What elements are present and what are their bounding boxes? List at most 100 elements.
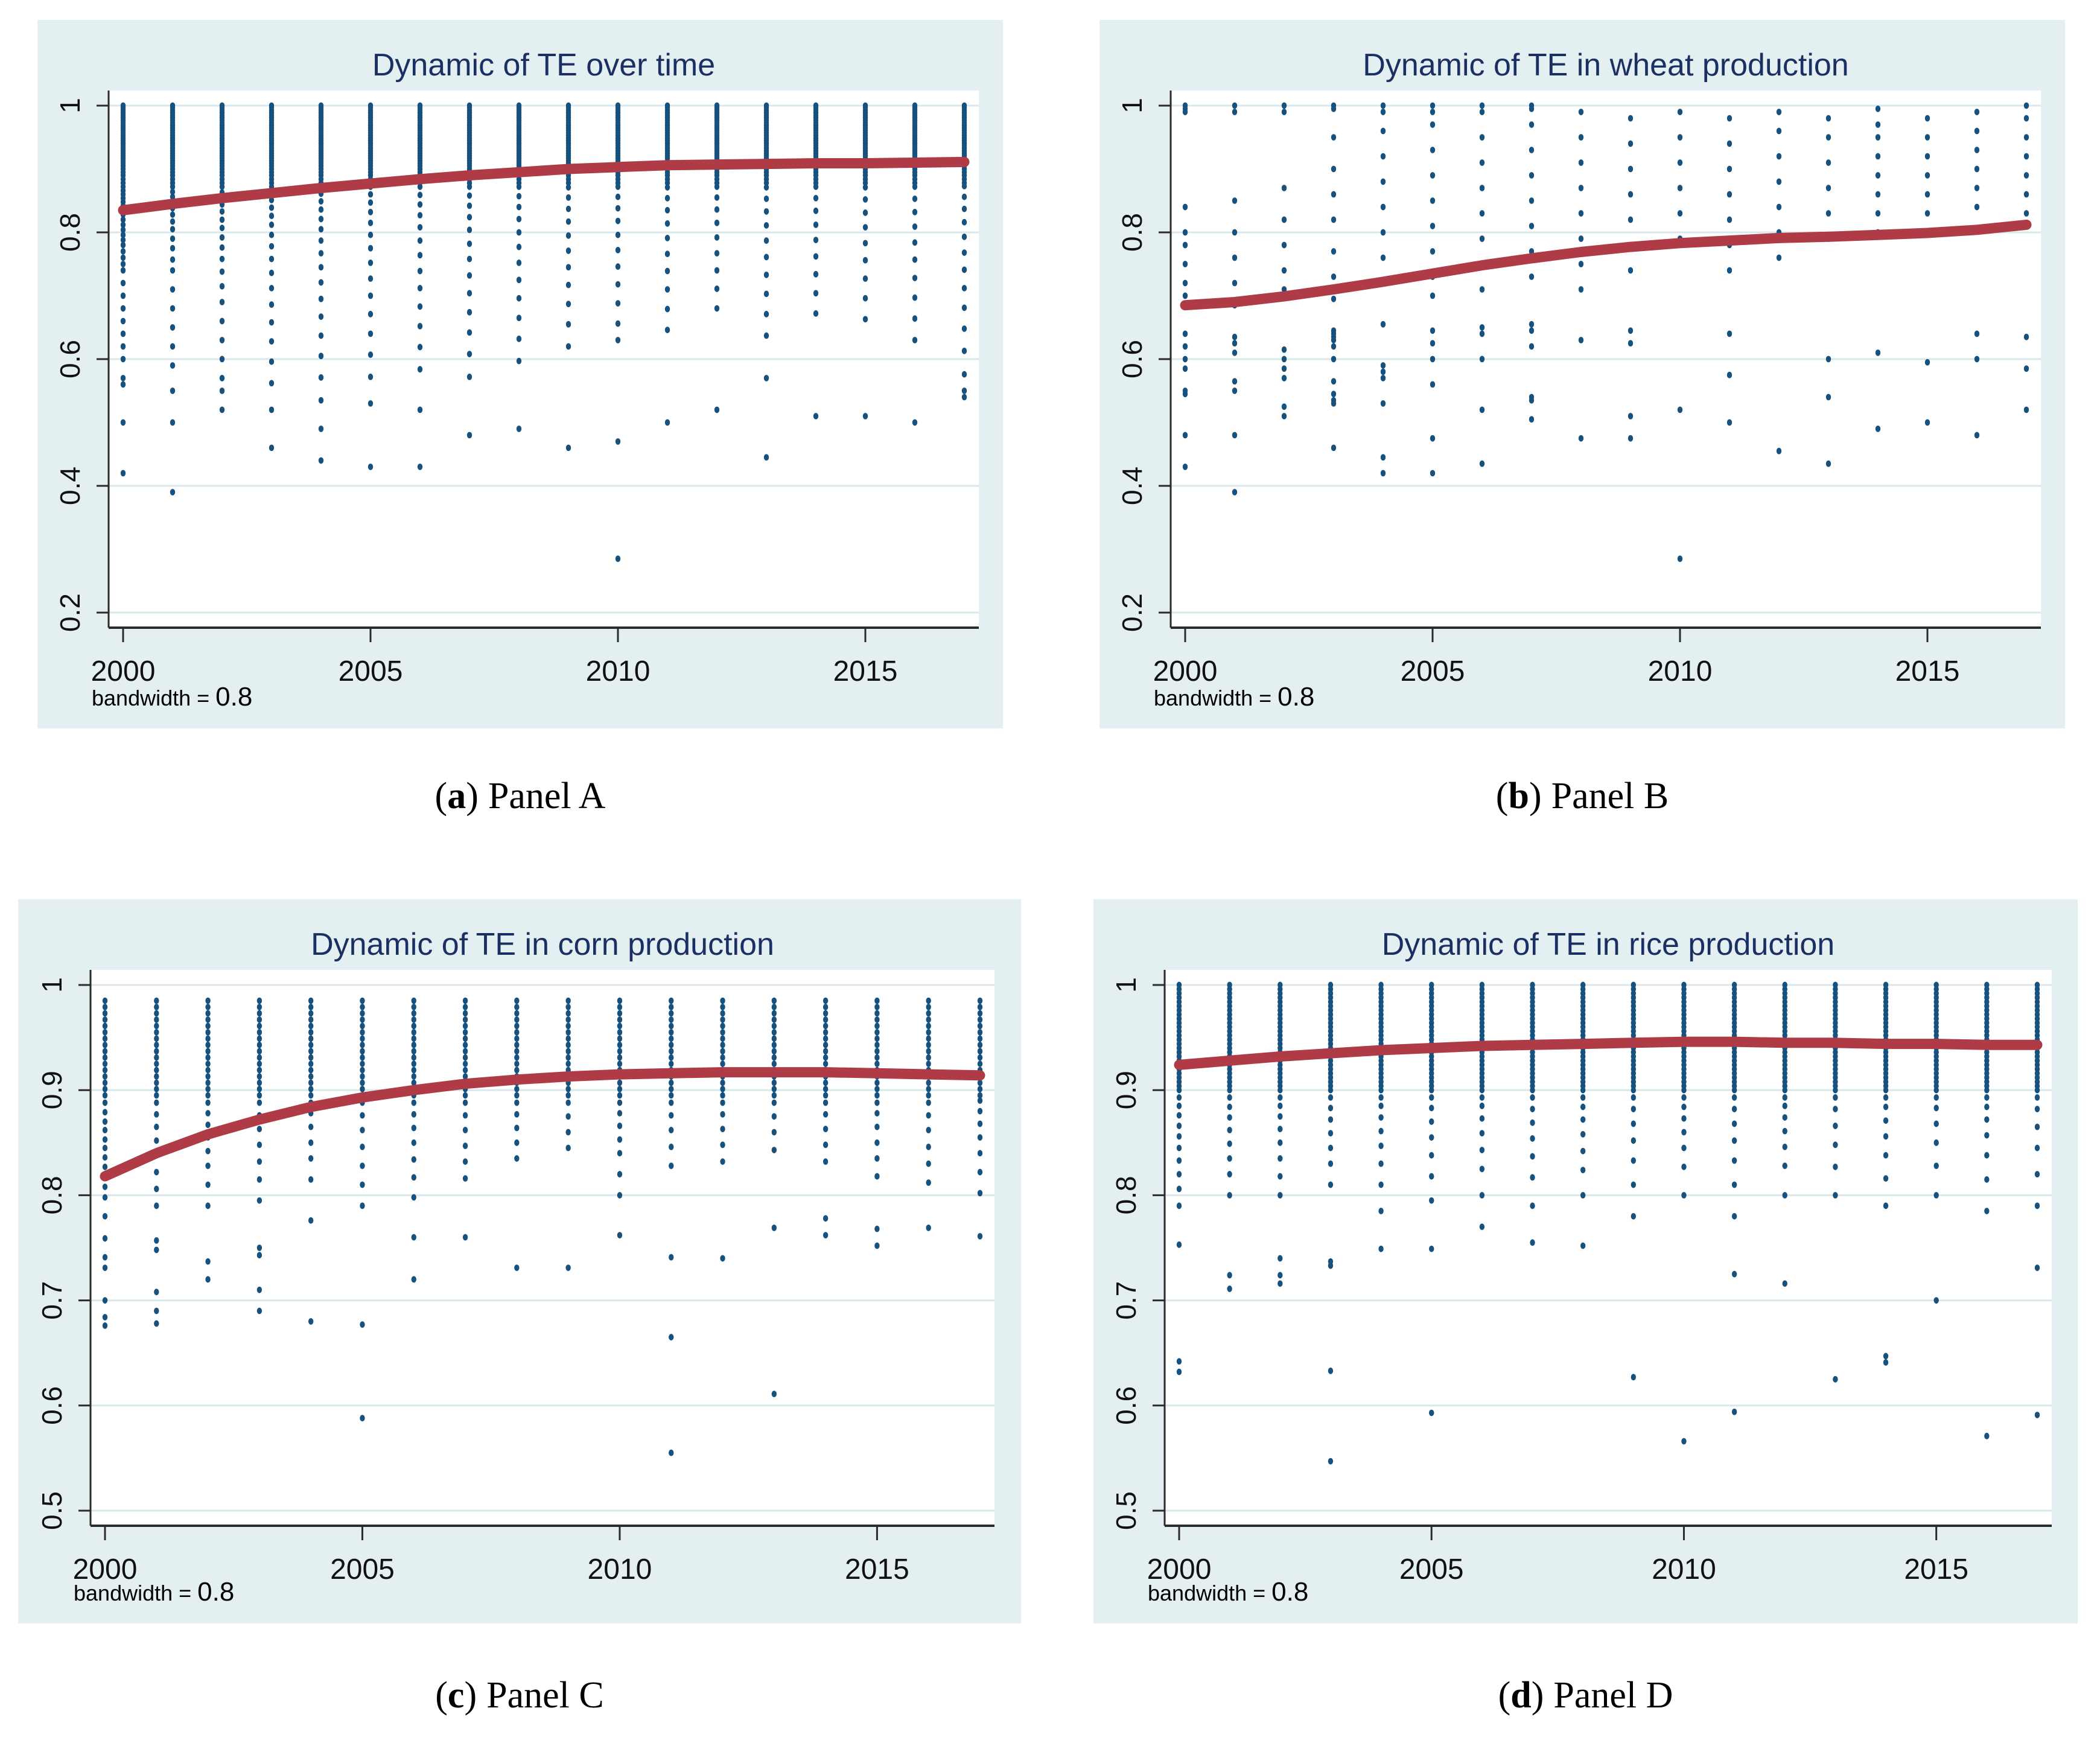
scatter-point bbox=[170, 256, 176, 263]
scatter-point bbox=[514, 1035, 520, 1042]
scatter-point bbox=[1378, 1142, 1384, 1149]
y-tick-label: 1 bbox=[1116, 98, 1148, 113]
scatter-point bbox=[961, 394, 967, 401]
scatter-point bbox=[1278, 1113, 1283, 1120]
scatter-point bbox=[926, 1143, 931, 1150]
scatter-point bbox=[1281, 109, 1287, 115]
scatter-point bbox=[411, 1035, 416, 1042]
scatter-point bbox=[269, 269, 275, 276]
scatter-point bbox=[2023, 333, 2029, 340]
scatter-point bbox=[205, 1181, 211, 1188]
y-tick-label: 1 bbox=[54, 98, 86, 113]
scatter-point bbox=[1430, 102, 1436, 109]
scatter-point bbox=[617, 1022, 623, 1030]
scatter-point bbox=[874, 1139, 880, 1146]
scatter-point bbox=[977, 1232, 983, 1240]
scatter-point bbox=[170, 235, 176, 242]
scatter-point bbox=[466, 183, 472, 190]
scatter-point bbox=[1227, 1126, 1232, 1133]
scatter-point bbox=[466, 272, 472, 279]
y-axis-ticks: 1 0.9 0.8 0.7 0.6 0.5 bbox=[36, 977, 91, 1530]
scatter-point bbox=[120, 305, 126, 312]
scatter-point bbox=[256, 1073, 262, 1080]
scatter-point bbox=[714, 194, 720, 201]
scatter-point bbox=[462, 1028, 468, 1036]
scatter-point bbox=[1380, 203, 1386, 211]
scatter-point bbox=[102, 1004, 108, 1010]
scatter-point bbox=[170, 489, 176, 496]
scatter-point bbox=[411, 1054, 416, 1061]
scatter-point bbox=[514, 1155, 520, 1162]
scatter-point bbox=[615, 320, 621, 327]
scatter-point bbox=[318, 264, 324, 271]
scatter-point bbox=[1176, 1086, 1182, 1094]
x-tick-label: 2015 bbox=[833, 655, 898, 687]
scatter-point bbox=[977, 1150, 983, 1157]
scatter-point bbox=[1281, 216, 1287, 223]
scatter-point bbox=[720, 1041, 725, 1048]
scatter-point bbox=[308, 1092, 314, 1099]
scatter-point bbox=[1875, 210, 1881, 217]
scatter-point bbox=[1176, 1157, 1182, 1164]
scatter-point bbox=[1182, 203, 1188, 211]
scatter-point bbox=[822, 1099, 829, 1106]
scatter-point bbox=[1380, 368, 1386, 375]
x-tick-label: 2010 bbox=[588, 1554, 652, 1585]
scatter-point bbox=[120, 231, 126, 238]
scatter-point bbox=[617, 1010, 623, 1017]
scatter-point bbox=[102, 1154, 108, 1161]
scatter-point bbox=[256, 1060, 262, 1068]
scatter-point bbox=[411, 1174, 416, 1181]
scatter-point bbox=[565, 1086, 571, 1092]
scatter-point bbox=[720, 1126, 725, 1133]
scatter-point bbox=[256, 1054, 262, 1061]
scatter-point bbox=[462, 1073, 468, 1080]
scatter-point bbox=[256, 1244, 262, 1251]
caption-panel-d: (d) Panel D bbox=[1093, 1673, 2078, 1718]
scatter-point bbox=[1782, 1102, 1787, 1109]
scatter-point bbox=[1232, 197, 1238, 204]
scatter-point bbox=[360, 1415, 365, 1422]
scatter-point bbox=[1782, 1143, 1787, 1150]
x-tick-label: 2000 bbox=[1147, 1554, 1212, 1585]
scatter-point bbox=[154, 1054, 159, 1061]
scatter-point bbox=[615, 263, 621, 270]
scatter-point bbox=[516, 243, 522, 250]
scatter-point bbox=[120, 375, 126, 381]
scatter-point bbox=[411, 1073, 416, 1080]
scatter-point bbox=[205, 997, 211, 1004]
scatter-point bbox=[1681, 1144, 1687, 1152]
scatter-point bbox=[514, 1092, 520, 1099]
scatter-point bbox=[1825, 210, 1831, 217]
scatter-point bbox=[822, 1022, 829, 1030]
scatter-point bbox=[120, 237, 126, 243]
scatter-point bbox=[1974, 109, 1980, 115]
scatter-point bbox=[120, 419, 126, 426]
scatter-point bbox=[462, 1158, 468, 1165]
scatter-point bbox=[1378, 1086, 1384, 1094]
scatter-point bbox=[1176, 1112, 1182, 1119]
scatter-point bbox=[308, 1086, 314, 1092]
scatter-point bbox=[1182, 330, 1188, 337]
scatter-point bbox=[763, 184, 769, 191]
scatter-point bbox=[462, 1234, 468, 1241]
scatter-point bbox=[862, 240, 868, 247]
plot-area bbox=[91, 970, 994, 1526]
y-tick-label: 0.9 bbox=[1110, 1071, 1142, 1109]
scatter-point bbox=[1227, 1103, 1232, 1111]
scatter-point bbox=[256, 1035, 262, 1042]
scatter-point bbox=[912, 239, 918, 246]
scatter-point bbox=[1331, 444, 1337, 451]
scatter-point bbox=[170, 267, 176, 274]
scatter-point bbox=[1182, 355, 1188, 363]
scatter-point bbox=[205, 1276, 211, 1283]
caption-paren-close: ) bbox=[1531, 1675, 1544, 1716]
scatter-point bbox=[874, 1086, 880, 1092]
scatter-point bbox=[565, 1010, 571, 1017]
scatter-point bbox=[1984, 1086, 1990, 1094]
scatter-point bbox=[771, 1129, 777, 1136]
scatter-point bbox=[2034, 1412, 2040, 1418]
scatter-point bbox=[565, 1129, 571, 1136]
x-axis-ticks: 2000 2005 2010 2015 bbox=[1153, 628, 1959, 687]
scatter-point bbox=[360, 1086, 365, 1092]
